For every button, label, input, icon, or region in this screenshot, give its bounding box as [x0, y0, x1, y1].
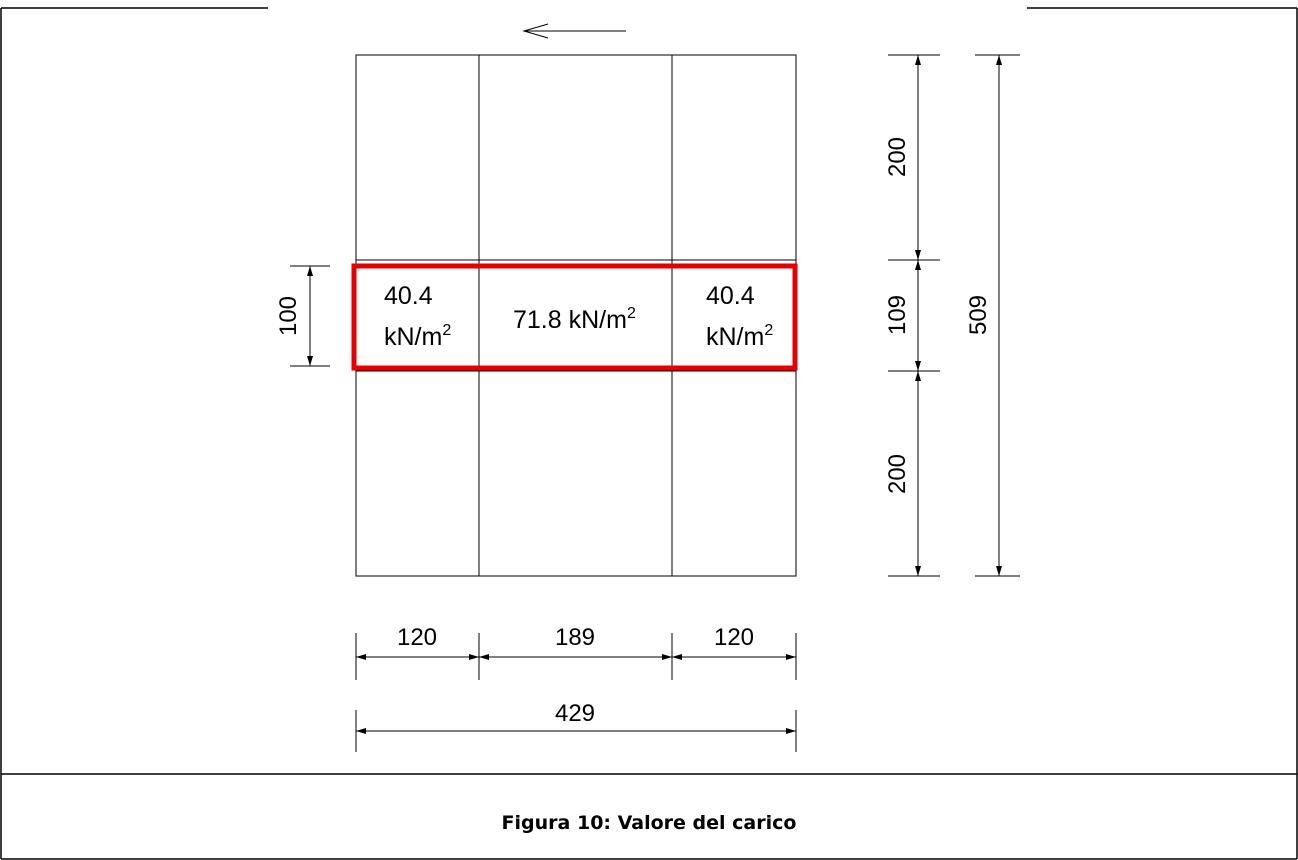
dim-label-total-height: 509 — [965, 295, 992, 335]
dim-label-total-width: 429 — [555, 700, 595, 727]
load-label-left-unit: kN/m2 — [384, 322, 451, 351]
dim-label-bottom-left: 120 — [397, 624, 437, 651]
load-label-right-unit: kN/m2 — [706, 322, 773, 351]
dim-right-segments — [888, 54, 940, 577]
dim-label-strip-height: 100 — [275, 296, 302, 336]
figure-frame — [0, 7, 1298, 860]
slab-grid — [355, 54, 797, 577]
load-label-center: 71.8 kN/m2 — [513, 305, 636, 334]
load-label-left: 40.4 — [384, 282, 433, 310]
load-label-right: 40.4 — [706, 282, 755, 310]
dim-label-right-top: 200 — [884, 137, 911, 177]
dim-label-bottom-right: 120 — [714, 624, 754, 651]
dim-label-right-middle: 109 — [884, 295, 911, 335]
dim-label-bottom-middle: 189 — [555, 624, 595, 651]
loaded-strip-highlight — [351, 263, 798, 371]
dim-label-right-bottom: 200 — [884, 454, 911, 494]
dim-bottom-segments — [355, 633, 797, 680]
direction-arrow-icon — [522, 23, 626, 39]
figure-caption: Figura 10: Valore del carico — [501, 812, 797, 834]
dim-left-strip — [290, 265, 330, 367]
dim-bottom-total — [355, 710, 797, 752]
dim-right-total — [975, 54, 1020, 577]
